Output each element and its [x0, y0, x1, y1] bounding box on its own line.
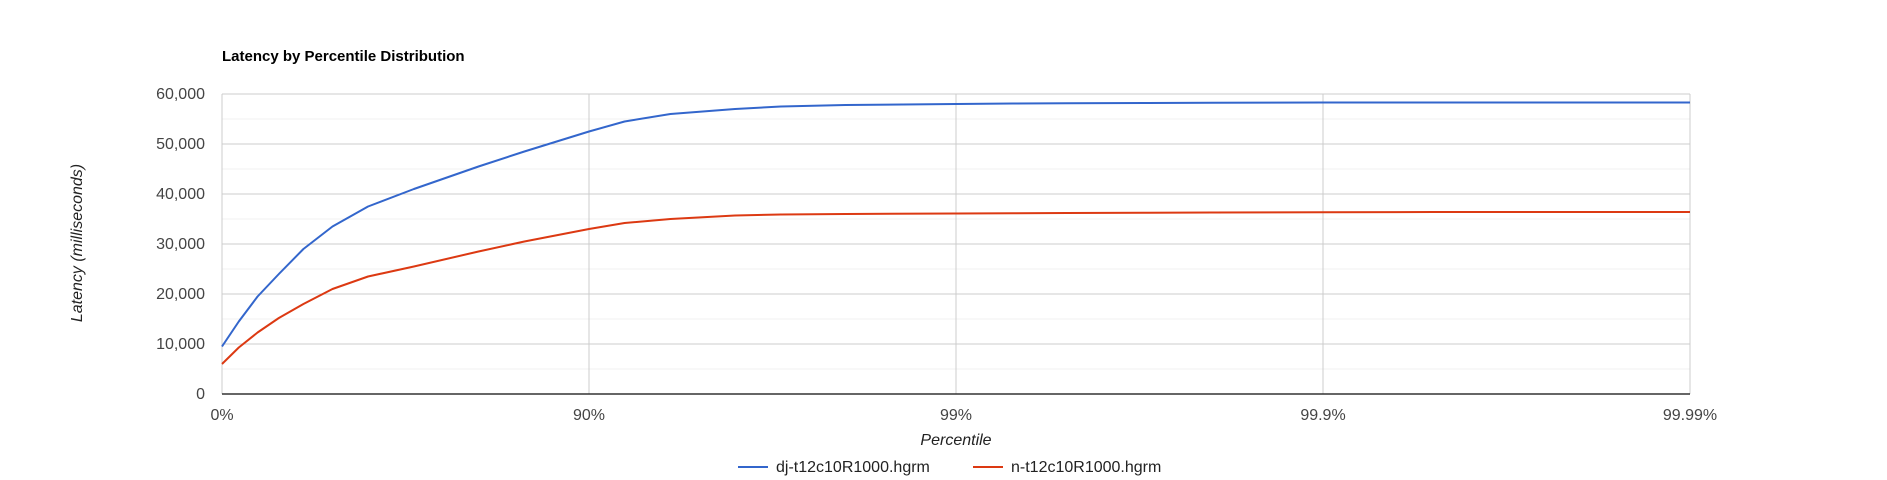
legend[interactable]: dj-t12c10R1000.hgrm n-t12c10R1000.hgrm — [738, 459, 1161, 476]
y-tick-label: 10,000 — [156, 336, 205, 353]
grid-lines — [221, 93, 1691, 395]
series-line-dj-t12c10r1000-hgrm — [221, 101, 1690, 348]
x-tick-label: 99.9% — [1300, 407, 1345, 424]
legend-label: n-t12c10R1000.hgrm — [1011, 459, 1161, 476]
x-tick-label: 0% — [210, 407, 233, 424]
x-axis-label: Percentile — [920, 432, 991, 449]
chart-title: Latency by Percentile Distribution — [222, 48, 465, 65]
legend-item[interactable]: n-t12c10R1000.hgrm — [973, 459, 1161, 476]
legend-item[interactable]: dj-t12c10R1000.hgrm — [738, 459, 930, 476]
y-tick-label: 50,000 — [156, 136, 205, 153]
x-tick-label: 99.99% — [1663, 407, 1717, 424]
series-lines — [221, 101, 1690, 365]
y-tick-label: 40,000 — [156, 186, 205, 203]
series-line-n-t12c10r1000-hgrm — [221, 211, 1690, 365]
legend-label: dj-t12c10R1000.hgrm — [776, 459, 930, 476]
y-tick-label: 60,000 — [156, 86, 205, 103]
x-tick-label: 99% — [940, 407, 972, 424]
y-axis-label: Latency (milliseconds) — [69, 164, 86, 322]
y-tick-label: 30,000 — [156, 236, 205, 253]
y-tick-label: 0 — [196, 386, 205, 403]
y-tick-label: 20,000 — [156, 286, 205, 303]
tick-labels: 0 10,000 20,000 30,000 40,000 50,000 60,000 0% 9… — [156, 86, 1717, 424]
x-tick-label: 90% — [573, 407, 605, 424]
